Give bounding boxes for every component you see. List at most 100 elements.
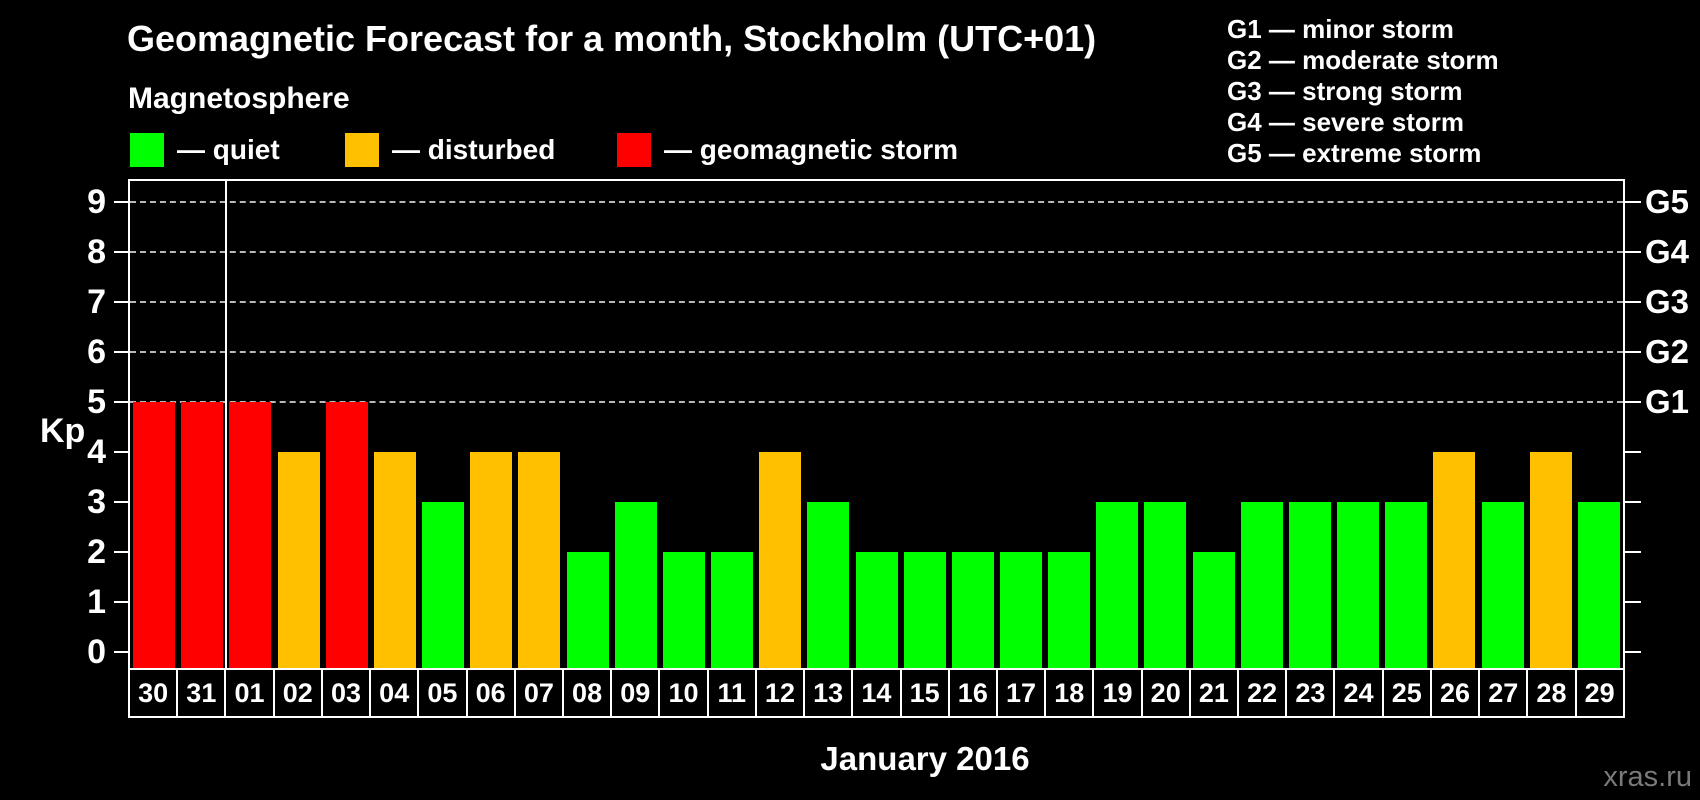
day-label-15: 15 — [899, 668, 950, 718]
day-label-14: 14 — [851, 668, 902, 718]
magnetosphere-label: Magnetosphere — [128, 82, 350, 115]
kp-bar-day-09 — [614, 502, 657, 668]
kp-bar-day-19 — [1096, 502, 1139, 668]
kp-bar-day-13 — [807, 502, 850, 668]
kp-bar-day-14 — [855, 552, 898, 668]
page-title: Geomagnetic Forecast for a month, Stockh… — [127, 18, 1097, 59]
kp-bar-day-28 — [1529, 452, 1572, 668]
day-label-24: 24 — [1333, 668, 1384, 718]
y-tick-label-3: 3 — [87, 483, 106, 521]
y-tick-left-6 — [114, 351, 130, 353]
kp-bar-day-15 — [903, 552, 946, 668]
y-tick-right-9 — [1625, 201, 1641, 203]
kp-bar-day-06 — [470, 452, 513, 668]
y-tick-right-7 — [1625, 301, 1641, 303]
day-label-23: 23 — [1285, 668, 1336, 718]
kp-bar-day-10 — [662, 552, 705, 668]
y-tick-right-5 — [1625, 401, 1641, 403]
y-tick-left-0 — [114, 651, 130, 653]
x-axis-title: January 2016 — [820, 740, 1030, 777]
day-label-25: 25 — [1381, 668, 1432, 718]
day-label-17: 17 — [995, 668, 1047, 718]
kp-bar-day-12 — [759, 452, 802, 668]
kp-bar-day-25 — [1385, 502, 1428, 668]
day-label-21: 21 — [1188, 668, 1240, 718]
day-label-13: 13 — [803, 668, 854, 718]
legend-item-quiet: — quiet — [130, 133, 280, 167]
legend-swatch-storm — [617, 133, 651, 167]
day-label-31: 31 — [176, 668, 227, 718]
storm-scale-legend: G1 — minor storm G2 — moderate storm G3 — … — [1227, 14, 1499, 169]
legend-swatch-quiet — [130, 133, 164, 167]
kp-bar-day-04 — [373, 452, 416, 668]
y-tick-right-1 — [1625, 601, 1641, 603]
y-tick-label-9: 9 — [87, 183, 106, 221]
storm-scale-line-1: G1 — minor storm — [1227, 14, 1454, 44]
g-scale-label-G3: G3 — [1645, 283, 1690, 320]
watermark: xras.ru — [1603, 761, 1692, 793]
day-label-19: 19 — [1092, 668, 1143, 718]
day-label-22: 22 — [1237, 668, 1288, 718]
day-label-11: 11 — [706, 668, 757, 718]
kp-bar-day-26 — [1433, 452, 1476, 668]
y-tick-left-2 — [114, 551, 130, 553]
y-tick-right-2 — [1625, 551, 1641, 553]
gridline-kp-5 — [130, 401, 1623, 403]
kp-bar-day-31 — [181, 402, 224, 668]
y-tick-label-2: 2 — [87, 533, 106, 571]
day-label-30: 30 — [128, 668, 179, 718]
storm-scale-line-4: G4 — severe storm — [1227, 107, 1465, 137]
kp-bar-day-07 — [518, 452, 561, 668]
day-label-26: 26 — [1429, 668, 1481, 718]
day-label-01: 01 — [224, 668, 275, 718]
kp-bar-day-18 — [1048, 552, 1091, 668]
day-label-09: 09 — [610, 668, 661, 718]
y-tick-left-7 — [114, 301, 130, 303]
day-axis: 30 31 01 02 03 04 05 06 07 08 09 10 11 12 13 14 15 16 17 18… — [128, 668, 1625, 718]
y-tick-label-6: 6 — [87, 333, 106, 371]
kp-bar-day-08 — [566, 552, 609, 668]
kp-bar-day-11 — [711, 552, 754, 668]
legend-item-disturbed: — disturbed — [345, 133, 555, 167]
kp-bar-day-23 — [1288, 502, 1331, 668]
day-label-27: 27 — [1478, 668, 1529, 718]
y-tick-label-4: 4 — [87, 433, 106, 471]
y-tick-label-1: 1 — [87, 583, 106, 621]
y-axis-title: Kp — [40, 412, 86, 450]
y-tick-right-0 — [1625, 651, 1641, 653]
y-tick-right-8 — [1625, 251, 1641, 253]
y-tick-left-3 — [114, 501, 130, 503]
kp-bar-day-02 — [277, 452, 320, 668]
g-scale-label-G4: G4 — [1645, 233, 1690, 270]
day-label-28: 28 — [1526, 668, 1577, 718]
kp-bar-day-03 — [325, 402, 368, 668]
kp-bar-day-05 — [422, 502, 465, 668]
y-tick-right-4 — [1625, 451, 1641, 453]
y-tick-left-1 — [114, 601, 130, 603]
gridline-kp-6 — [130, 351, 1623, 353]
kp-bar-day-22 — [1240, 502, 1283, 668]
kp-bar-day-01 — [229, 402, 272, 668]
day-label-04: 04 — [369, 668, 420, 718]
y-tick-label-7: 7 — [87, 283, 106, 321]
storm-scale-line-3: G3 — strong storm — [1227, 76, 1463, 106]
day-label-29: 29 — [1574, 668, 1625, 718]
day-label-02: 02 — [272, 668, 323, 718]
y-tick-left-9 — [114, 201, 130, 203]
legend-swatch-disturbed — [345, 133, 379, 167]
day-label-08: 08 — [561, 668, 613, 718]
day-label-06: 06 — [465, 668, 516, 718]
gridline-kp-8 — [130, 251, 1623, 253]
day-label-07: 07 — [513, 668, 564, 718]
y-tick-right-6 — [1625, 351, 1641, 353]
storm-scale-line-5: G5 — extreme storm — [1227, 138, 1482, 168]
y-tick-right-3 — [1625, 501, 1641, 503]
kp-bar-day-27 — [1481, 502, 1524, 668]
legend-label-storm: — geomagnetic storm — [664, 134, 959, 165]
legend-item-storm: — geomagnetic storm — [617, 133, 958, 167]
kp-bar-day-17 — [999, 552, 1042, 668]
day-label-18: 18 — [1044, 668, 1095, 718]
day-label-12: 12 — [754, 668, 806, 718]
day-label-20: 20 — [1140, 668, 1191, 718]
